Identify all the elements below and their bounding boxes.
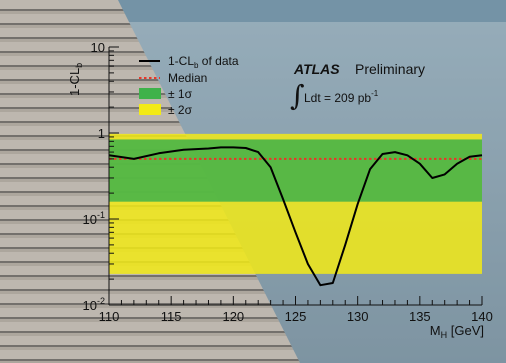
x-tick-label: 130 bbox=[347, 309, 369, 324]
legend-sigma2-label: ± 2σ bbox=[168, 103, 193, 117]
legend: 1-CLb of data Median ± 1σ ± 2σ bbox=[139, 54, 239, 117]
atlas-status: Preliminary bbox=[355, 61, 425, 77]
y-tick-label: 10-2 bbox=[83, 296, 105, 313]
x-tick-label: 110 bbox=[99, 309, 120, 324]
luminosity-label: Ldt = 209 pb-1 bbox=[304, 89, 379, 105]
x-tick-label: 125 bbox=[285, 309, 307, 324]
x-axis-title: MH [GeV] bbox=[430, 323, 484, 340]
legend-sigma1-label: ± 1σ bbox=[168, 87, 193, 101]
y-axis-title: 1-CLb bbox=[67, 63, 84, 96]
x-tick-label: 115 bbox=[161, 309, 182, 324]
x-tick-label: 140 bbox=[471, 309, 493, 324]
y-tick-label: 10 bbox=[91, 40, 105, 55]
x-axis-ticks: 110 115 120 125 130 135 140 bbox=[99, 296, 493, 324]
legend-sigma1-swatch bbox=[139, 88, 161, 99]
legend-sigma2-swatch bbox=[139, 104, 161, 115]
expected-bands bbox=[109, 133, 482, 274]
x-tick-label: 120 bbox=[222, 309, 244, 324]
legend-observed-label: 1-CLb of data bbox=[168, 54, 239, 70]
y-tick-label: 10-1 bbox=[83, 210, 105, 227]
observed-line bbox=[108, 146, 483, 287]
observed-series bbox=[108, 146, 483, 287]
y-axis-ticks: 10-2 10-1 1 10 bbox=[83, 40, 119, 313]
legend-median-label: Median bbox=[168, 71, 207, 85]
x-tick-label: 135 bbox=[409, 309, 431, 324]
integral-sign: ∫ bbox=[290, 79, 305, 112]
sigma1-band bbox=[109, 139, 482, 202]
y-tick-label: 1 bbox=[98, 126, 105, 141]
experiment-label: ATLAS Preliminary ∫ Ldt = 209 pb-1 bbox=[290, 61, 425, 112]
atlas-logo-text: ATLAS bbox=[293, 61, 340, 77]
